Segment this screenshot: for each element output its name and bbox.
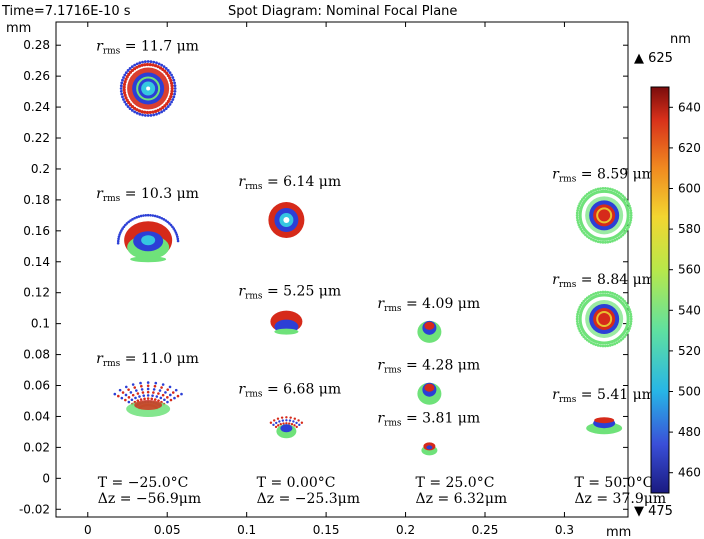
time-label: Time=7.1716E-10 s — [1, 4, 131, 19]
rms-label: rrms = 5.25 μm — [238, 284, 341, 302]
x-tick-label: 0.2 — [396, 523, 415, 537]
x-axis-unit: mm — [606, 525, 631, 539]
x-axis: 0 0.05 0.1 0.15 0.2 0.25 0.3 — [84, 22, 574, 537]
spot-1 — [119, 60, 177, 117]
spot-9 — [421, 442, 438, 456]
y-tick-label: 0.06 — [23, 379, 50, 393]
spot-3 — [113, 381, 183, 417]
y-tick-label: 0.16 — [23, 224, 50, 238]
rms-label: rrms = 10.3 μm — [96, 186, 199, 204]
spot-12 — [586, 417, 623, 435]
colorbar-tick-label: 540 — [678, 303, 701, 317]
temperature-annotations: T = −25.0°CΔz = −56.9μm T = 0.00°CΔz = −2… — [98, 475, 666, 507]
temperature-label: T = 50.0°C — [574, 475, 653, 491]
spot-10 — [575, 186, 633, 244]
rms-label: rrms = 4.09 μm — [377, 296, 480, 314]
temperature-label: T = −25.0°C — [98, 475, 189, 491]
colorbar-tick-label: 620 — [678, 141, 701, 155]
colorbar-max-label: ▲ 625 — [634, 51, 673, 66]
rms-annotations: rrms = 11.7 μm rrms = 10.3 μm rrms = 11.0 … — [96, 39, 655, 429]
x-tick-label: 0 — [84, 523, 92, 537]
rms-label: rrms = 6.14 μm — [238, 174, 341, 192]
y-tick-label: 0.28 — [23, 38, 50, 52]
defocus-label: Δz = 6.32μm — [416, 491, 508, 507]
rms-label: rrms = 8.59 μm — [552, 166, 655, 184]
colorbar-tick-label: 640 — [678, 100, 701, 114]
y-tick-label: 0.04 — [23, 409, 50, 423]
x-tick-label: 0.15 — [313, 523, 340, 537]
rms-label: rrms = 4.28 μm — [377, 358, 480, 376]
y-tick-label: 0.02 — [23, 440, 50, 454]
colorbar-tick-label: 580 — [678, 222, 701, 236]
x-tick-label: 0.05 — [154, 523, 181, 537]
colorbar-min-label: ▼ 475 — [634, 504, 673, 519]
defocus-label: Δz = −25.3μm — [257, 491, 360, 507]
y-tick-label: 0.1 — [31, 317, 50, 331]
x-tick-label: 0.25 — [472, 523, 499, 537]
rms-label: rrms = 11.7 μm — [96, 39, 199, 57]
colorbar-tick-label: 460 — [678, 466, 701, 480]
y-tick-label: 0.18 — [23, 193, 50, 207]
colorbar-ticks: 460 480 500 520 540 560 580 600 620 640 — [669, 100, 701, 480]
rms-label: rrms = 6.68 μm — [238, 381, 341, 399]
rms-label: rrms = 5.41 μm — [552, 387, 655, 405]
y-tick-label: 0 — [42, 471, 50, 485]
y-axis: -0.02 0 0.02 0.04 0.06 0.08 0.1 0.12 0.14 0.16 0.1… — [19, 38, 628, 516]
defocus-label: Δz = 37.9μm — [574, 491, 666, 507]
y-tick-label: 0.12 — [23, 286, 50, 300]
rms-label: rrms = 3.81 μm — [377, 410, 480, 428]
rms-label: rrms = 11.0 μm — [96, 351, 199, 369]
colorbar-tick-label: 520 — [678, 344, 701, 358]
spot-2 — [116, 213, 180, 263]
colorbar-unit: nm — [670, 32, 691, 47]
y-tick-label: 0.26 — [23, 69, 50, 83]
y-tick-label: 0.14 — [23, 255, 50, 269]
y-tick-label: 0.08 — [23, 348, 50, 362]
defocus-label: Δz = −56.9μm — [98, 491, 201, 507]
colorbar-tick-label: 600 — [678, 182, 701, 196]
colorbar — [650, 86, 670, 494]
x-tick-label: 0.1 — [237, 523, 256, 537]
y-axis-unit: mm — [6, 21, 31, 36]
plot-frame — [55, 21, 629, 518]
colorbar-tick-label: 500 — [678, 385, 701, 399]
y-tick-label: 0.24 — [23, 100, 50, 114]
spot-group — [113, 60, 633, 456]
rms-label: rrms = 8.84 μm — [552, 272, 655, 290]
y-tick-label: 0.2 — [31, 162, 50, 176]
x-tick-label: 0.3 — [555, 523, 574, 537]
spot-6 — [269, 416, 304, 439]
colorbar-tick-label: 560 — [678, 263, 701, 277]
y-tick-label: -0.02 — [19, 502, 50, 516]
y-tick-label: 0.22 — [23, 131, 50, 145]
spot-11 — [575, 290, 633, 348]
temperature-label: T = 0.00°C — [257, 475, 336, 491]
spot-4 — [268, 202, 305, 238]
spot-5 — [270, 310, 303, 335]
spot-8 — [417, 382, 442, 405]
temperature-label: T = 25.0°C — [416, 475, 495, 491]
chart-title: Spot Diagram: Nominal Focal Plane — [228, 4, 457, 19]
spot-7 — [417, 320, 442, 343]
colorbar-tick-label: 480 — [678, 425, 701, 439]
